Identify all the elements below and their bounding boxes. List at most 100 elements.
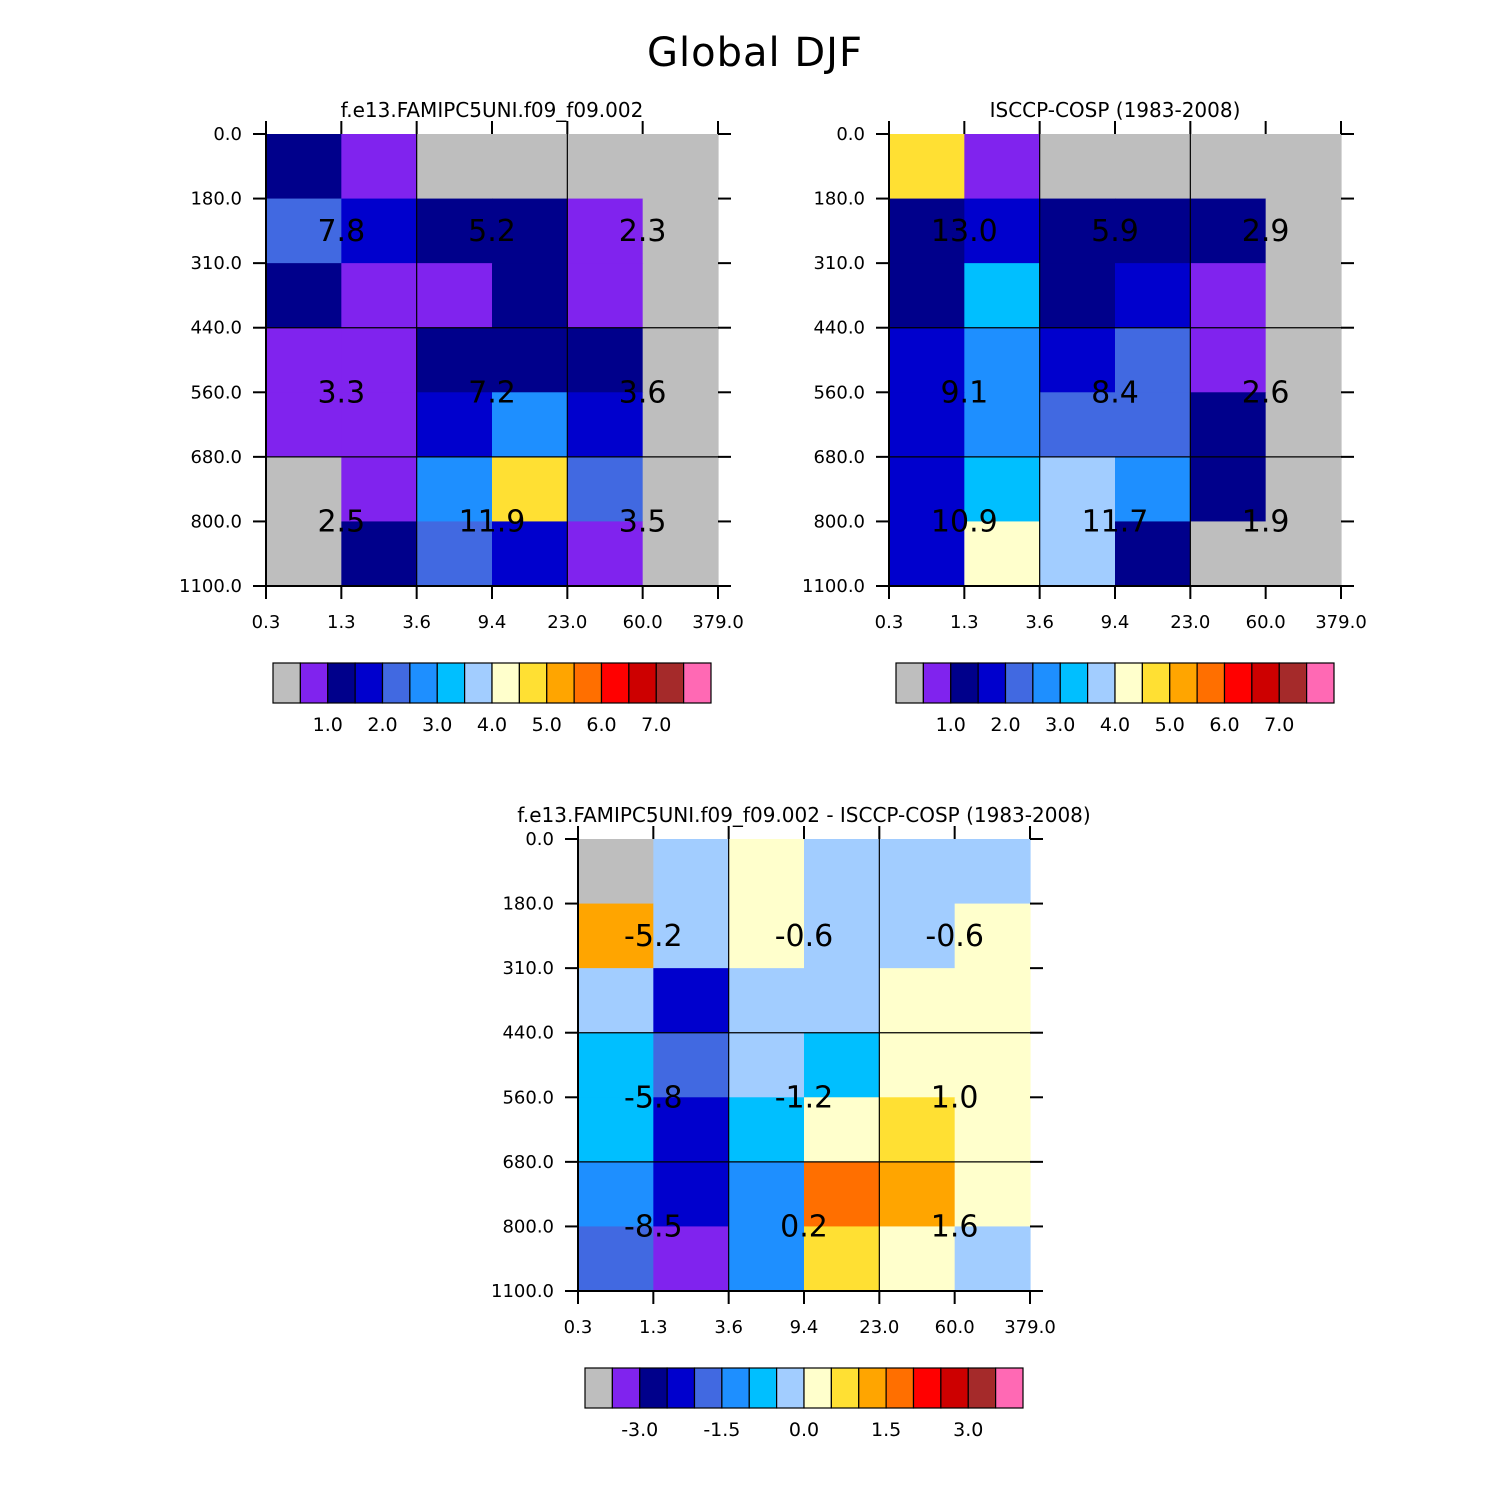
heatmap-cell [1115, 456, 1191, 523]
x-tick-label: 23.0 [547, 612, 587, 633]
cell-value-label: -1.2 [775, 1080, 834, 1115]
heatmap-cell [954, 1161, 1031, 1228]
heatmap-cell [879, 968, 956, 1034]
y-tick-label: 560.0 [502, 1087, 554, 1108]
heatmap-cell [1115, 392, 1191, 458]
y-tick-label: 800.0 [190, 511, 242, 532]
colorbar-box [546, 662, 575, 704]
cell-value-label: 7.2 [468, 375, 516, 410]
colorbar-box [895, 662, 924, 704]
panel-title: ISCCP-COSP (1983-2008) [990, 98, 1241, 122]
heatmap-cell [578, 968, 654, 1034]
heatmap-cell [653, 839, 730, 905]
heatmap-cell [416, 263, 493, 329]
heatmap-cell [1265, 198, 1342, 264]
panel-1: f.e13.FAMIPC5UNI.f09_f09.002 7.8 5.2 2.3 3.3… [179, 98, 744, 736]
y-tick-label: 800.0 [813, 511, 865, 532]
colorbar-box [491, 662, 520, 704]
colorbar-box [830, 1367, 860, 1409]
x-tick-label: 1.3 [327, 612, 356, 633]
heatmap-cell [889, 327, 965, 393]
y-tick-label: 800.0 [502, 1216, 554, 1237]
heatmap-cell [266, 456, 342, 523]
heatmap-cell [653, 1226, 730, 1292]
colorbar-box [721, 1367, 750, 1409]
heatmap-cell [954, 1032, 1031, 1098]
heatmap-cell [964, 134, 1041, 200]
panel-title: f.e13.FAMIPC5UNI.f09_f09.002 - ISCCP-COS… [517, 803, 1090, 827]
heatmap-cell [492, 263, 568, 329]
cell-value-label: 0.2 [780, 1209, 828, 1244]
heatmap-cell [341, 198, 418, 264]
heatmap-cell [889, 134, 965, 200]
heatmap-cell [889, 456, 965, 523]
y-tick-label: 0.0 [836, 124, 865, 145]
heatmap-cell [1115, 134, 1191, 200]
colorbar-box [628, 662, 657, 704]
heatmap-cell [567, 327, 644, 393]
heatmap-cell [1115, 263, 1191, 329]
heatmap-cell [879, 839, 956, 905]
x-tick-label: 1.3 [950, 612, 979, 633]
heatmap-cell [1190, 392, 1267, 458]
heatmap-cell [954, 1226, 1031, 1292]
cell-value-label: 1.6 [931, 1209, 979, 1244]
colorbar-box [611, 1367, 641, 1409]
cell-value-label: -5.8 [624, 1080, 683, 1115]
heatmap-cell [642, 456, 719, 523]
heatmap-cell [653, 1161, 730, 1228]
colorbar-box [1032, 662, 1061, 704]
colorbar-box [584, 1367, 613, 1409]
y-tick-label: 0.0 [525, 829, 554, 850]
heatmap-cell [341, 521, 418, 587]
x-tick-label: 0.3 [564, 1317, 593, 1338]
colorbar-label: 3.0 [1045, 714, 1075, 736]
colorbar-box [327, 662, 356, 704]
cell-value-label: 3.6 [619, 375, 667, 410]
colorbar-box [858, 1367, 887, 1409]
colorbar-box [803, 1367, 832, 1409]
cell-value-label: 3.3 [317, 375, 365, 410]
cell-value-label: 3.5 [619, 504, 667, 539]
heatmap-cell [416, 521, 493, 587]
colorbar-box [272, 662, 301, 704]
colorbar-box [977, 662, 1007, 704]
heatmap-cell [492, 134, 568, 200]
colorbar-label: -3.0 [621, 1419, 658, 1441]
colorbar-label: 6.0 [1209, 714, 1239, 736]
heatmap-cell [954, 903, 1031, 969]
colorbar-box [1141, 662, 1171, 704]
colorbar-box [940, 1367, 969, 1409]
x-tick-label: 9.4 [790, 1317, 819, 1338]
colorbar-box [748, 1367, 778, 1409]
heatmap-cell [416, 456, 493, 523]
x-tick-label: 3.6 [402, 612, 431, 633]
colorbar-label: 4.0 [1100, 714, 1130, 736]
cell-value-label: 2.6 [1242, 375, 1290, 410]
heatmap-cell [1190, 263, 1267, 329]
heatmap-cell [1039, 198, 1116, 264]
cell-value-label: 10.9 [931, 504, 998, 539]
y-tick-label: 680.0 [502, 1152, 554, 1173]
colorbar-label: 1.0 [313, 714, 343, 736]
heatmap-cell [578, 1226, 654, 1292]
y-tick-label: 440.0 [190, 318, 242, 339]
colorbar-box [912, 1367, 942, 1409]
x-tick-label: 60.0 [623, 612, 663, 633]
x-tick-label: 9.4 [478, 612, 507, 633]
heatmap-cell [804, 1097, 880, 1163]
y-tick-label: 1100.0 [179, 576, 242, 597]
heatmap-cell [964, 263, 1041, 329]
y-tick-label: 180.0 [190, 189, 242, 210]
heatmap-cell [964, 198, 1041, 264]
colorbar-label: -1.5 [703, 1419, 740, 1441]
y-tick-label: 440.0 [502, 1023, 554, 1044]
colorbar-label: 5.0 [532, 714, 562, 736]
heatmap-cell [728, 903, 805, 969]
heatmap-cell [492, 198, 568, 264]
colorbar-box [639, 1367, 668, 1409]
heatmap-cell [492, 327, 568, 393]
colorbar-box [573, 662, 603, 704]
x-tick-label: 0.3 [252, 612, 281, 633]
heatmap-cell [1115, 521, 1191, 587]
